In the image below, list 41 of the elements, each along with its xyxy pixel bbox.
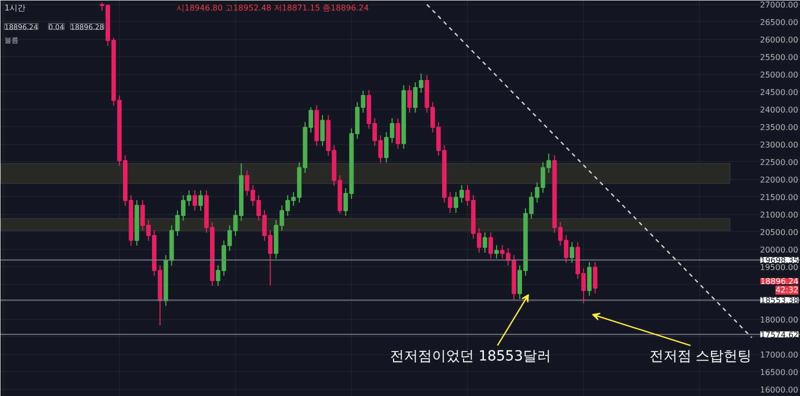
candlestick (570, 242, 574, 264)
y-tick-label: 22500.00 (760, 158, 798, 167)
y-tick-label: 22000.00 (760, 175, 798, 184)
y-tick-label: 23500.00 (760, 122, 798, 132)
candlestick (396, 118, 400, 150)
annotation: 전저점 스탑헌팅 (649, 348, 752, 364)
text: 42:32 (775, 286, 799, 295)
candlestick (587, 262, 592, 296)
y-tick-label: 18000.00 (760, 316, 798, 324)
y-tick-label: 26000.00 (760, 35, 798, 44)
candlestick (198, 190, 203, 212)
ref-line-label: 19698.35 (760, 256, 798, 266)
candlestick (192, 190, 198, 212)
ref-line-label: 18553.38 (760, 296, 798, 306)
candlestick (494, 244, 499, 260)
y-tick-label: 16500.00 (760, 368, 798, 377)
candlestick (592, 262, 598, 294)
candlestick (320, 114, 325, 146)
candlestick (488, 232, 493, 260)
candlestick (407, 84, 412, 114)
y-tick-label: 19500.00 (760, 262, 798, 272)
y-tick-label: 17000.00 (760, 350, 798, 360)
y-tick-label: 25500.00 (760, 52, 798, 62)
y-tick-label: 27000.00 (760, 0, 798, 10)
line-series (426, 4, 752, 338)
chart-subtitle: 시18946.80 고18952.48 저18871.15 종18896.24 (176, 4, 369, 12)
candlestick (482, 232, 488, 254)
chart-title: 1시간 (4, 4, 26, 12)
y-tick-label: 21000.00 (760, 210, 798, 220)
y-tick-label: 24000.00 (760, 105, 798, 114)
y-tick-label: 16000.00 (760, 386, 798, 394)
ref-line-label: 17574.62 (760, 330, 798, 340)
y-tick-label: 20500.00 (760, 228, 798, 237)
y-tick-label: 24500.00 (760, 88, 798, 97)
annotation: 전저점이었던 18553달러 (390, 348, 552, 364)
y-tick-label: 25000.00 (760, 70, 798, 80)
y-tick-label: 26500.00 (760, 18, 798, 27)
y-tick-label: 20000.00 (760, 245, 798, 254)
y-tick-label: 23000.00 (760, 140, 798, 150)
annotation: 18896.24 (760, 277, 798, 286)
y-tick-label: 21500.00 (760, 192, 798, 202)
